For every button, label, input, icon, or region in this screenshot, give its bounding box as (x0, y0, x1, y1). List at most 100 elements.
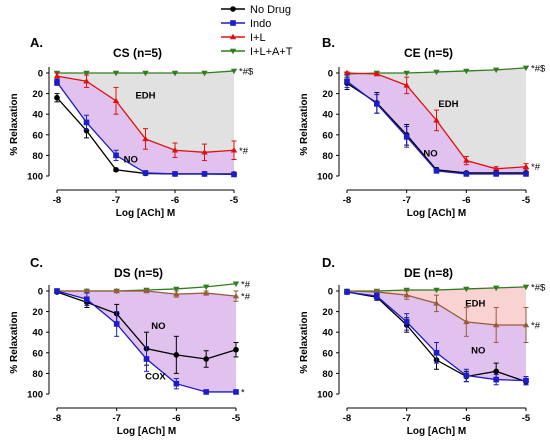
x-tick-label: -5 (522, 413, 531, 424)
data-point (403, 287, 410, 294)
data-point (203, 389, 209, 395)
data-point (142, 70, 149, 77)
x-tick-label: -8 (343, 413, 351, 424)
y-tick-label: 20 (322, 307, 333, 318)
series-i-l (343, 69, 530, 172)
data-point (53, 72, 61, 79)
series-indo (344, 74, 529, 177)
significance-label: *#$ (531, 282, 546, 293)
legend-label-0: No Drug (250, 4, 291, 16)
y-tick-label: 20 (32, 89, 43, 100)
y-tick-label: 100 (317, 172, 333, 183)
data-point (492, 321, 500, 328)
data-point (201, 149, 208, 155)
region-label: NO (423, 148, 437, 159)
data-point (373, 70, 381, 77)
data-point (433, 300, 440, 306)
significance-label: *# (241, 292, 251, 303)
region-label: NO (124, 155, 138, 166)
x-tick-label: -7 (402, 413, 410, 424)
y-tick-label: 80 (32, 151, 43, 162)
data-point (232, 292, 240, 299)
y-tick-label: 20 (32, 307, 43, 318)
data-point (173, 286, 180, 293)
y-tick-label: 80 (322, 369, 333, 380)
panel-title: DE (n=8) (404, 266, 453, 280)
data-point (374, 101, 380, 107)
data-point (492, 285, 500, 292)
y-tick-label: 60 (32, 130, 43, 141)
data-point (54, 79, 60, 86)
data-point (463, 68, 470, 75)
data-point (403, 134, 410, 140)
data-point (403, 82, 410, 88)
data-point (433, 350, 440, 356)
data-point (522, 284, 530, 291)
region-label: COX (145, 371, 166, 382)
y-axis-label: % Relaxation (299, 93, 310, 155)
x-tick-label: -7 (112, 195, 120, 206)
shade-edh-0 (347, 286, 526, 325)
shade-no-1 (347, 291, 526, 381)
data-point (232, 281, 240, 287)
data-point (142, 135, 149, 142)
data-point (433, 168, 440, 174)
data-point (201, 70, 208, 77)
data-point (233, 346, 239, 353)
data-point (173, 352, 180, 358)
series-i-l (53, 72, 238, 162)
data-point (84, 296, 90, 303)
data-point (203, 356, 209, 362)
x-axis-label: Log [ACh] M (407, 426, 466, 437)
data-point (433, 287, 440, 294)
significance-label: *#$ (531, 63, 546, 74)
data-point (433, 117, 440, 123)
region-label: EDH (135, 91, 155, 102)
significance-label: * (241, 387, 245, 398)
panel-letter: B. (322, 35, 335, 50)
data-point (201, 171, 208, 177)
data-point (113, 287, 120, 294)
data-point (493, 171, 499, 177)
y-tick-label: 60 (32, 348, 43, 359)
legend-marker-0 (230, 6, 236, 12)
data-point (403, 319, 410, 325)
data-point (113, 321, 120, 327)
data-point (83, 119, 90, 126)
data-point (112, 70, 120, 77)
shade-edh-0 (57, 70, 234, 153)
series-indo (54, 78, 237, 178)
data-point (463, 171, 470, 177)
x-tick-label: -5 (232, 413, 241, 424)
data-point (171, 147, 179, 153)
data-point (492, 67, 500, 74)
region-label: EDH (465, 298, 485, 309)
significance-label: *#$ (239, 66, 254, 77)
legend-label-3: I+L+A+T (250, 46, 293, 58)
y-tick-label: 60 (322, 348, 333, 359)
data-point (173, 380, 180, 387)
y-tick-label: 0 (328, 287, 333, 298)
region-label: NO (471, 346, 485, 357)
x-axis-label: Log [ACh] M (407, 208, 466, 219)
data-point (463, 318, 470, 325)
data-point (463, 157, 470, 163)
data-point (112, 97, 120, 104)
data-point (522, 321, 530, 328)
x-tick-label: -5 (230, 195, 239, 206)
x-tick-label: -7 (112, 413, 120, 424)
significance-label: *# (531, 320, 541, 331)
data-point (230, 147, 238, 153)
y-tick-label: 0 (38, 69, 43, 80)
legend: No Drug Indo I+L I+L+A+T (221, 4, 293, 58)
x-tick-label: -6 (462, 195, 470, 206)
y-tick-label: 0 (328, 69, 333, 80)
data-point (142, 170, 149, 176)
data-point (403, 70, 410, 77)
series-i-l-a-t (53, 68, 238, 77)
series-indo (54, 288, 239, 395)
y-tick-label: 100 (27, 172, 43, 183)
y-axis-label: % Relaxation (9, 93, 20, 155)
data-point (202, 284, 210, 291)
